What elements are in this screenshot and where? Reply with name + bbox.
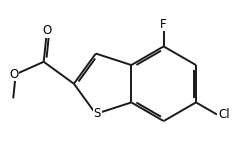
Text: S: S — [94, 107, 101, 120]
Text: O: O — [9, 68, 19, 81]
Text: O: O — [42, 24, 51, 37]
Text: F: F — [160, 18, 167, 31]
Text: Cl: Cl — [218, 108, 230, 121]
